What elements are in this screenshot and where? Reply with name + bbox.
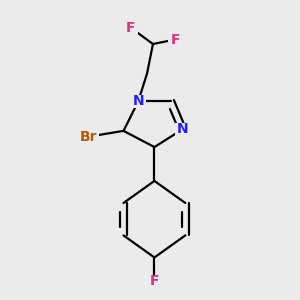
Text: N: N	[177, 122, 188, 136]
Bar	[168, 33, 182, 46]
Bar	[124, 21, 138, 34]
Text: F: F	[170, 33, 180, 46]
Text: F: F	[150, 274, 159, 288]
Bar	[131, 95, 146, 108]
Bar	[147, 274, 162, 287]
Text: F: F	[126, 21, 136, 35]
Bar	[175, 123, 190, 136]
Bar	[77, 130, 99, 143]
Text: Br: Br	[80, 130, 97, 144]
Text: N: N	[132, 94, 144, 108]
